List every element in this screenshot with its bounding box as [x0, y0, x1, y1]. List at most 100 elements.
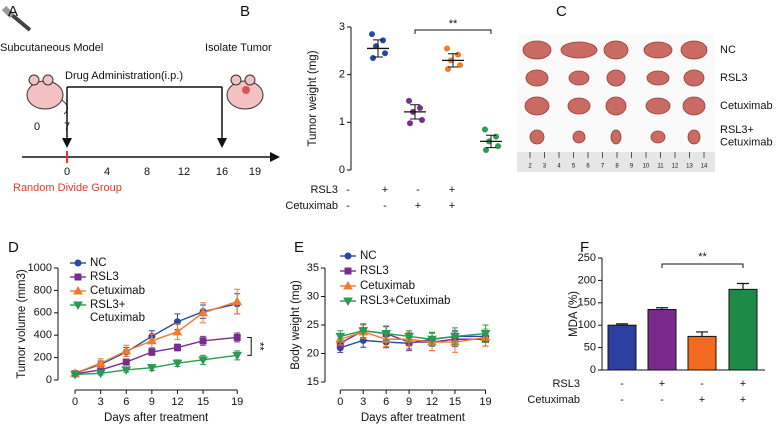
y-tick-label: 1000: [28, 262, 52, 274]
condition-sign: +: [415, 200, 421, 212]
marker: [148, 348, 156, 356]
x-tick-label: 0: [72, 396, 78, 408]
marker: [335, 332, 346, 342]
legend-marker: [74, 259, 82, 267]
legend-label: RSL3+Cetuximab: [90, 299, 145, 324]
significance-bracket: [414, 29, 492, 34]
marker: [147, 335, 157, 345]
mouse-ear: [28, 74, 40, 86]
panel-label: F: [580, 239, 589, 256]
dot: [382, 50, 388, 57]
y-tick-label: 35: [307, 262, 319, 274]
dot: [370, 54, 376, 61]
ruler-label: 12: [672, 164, 679, 170]
x-tick-label: 3: [360, 396, 366, 408]
condition-sign: -: [383, 200, 387, 212]
bar: [728, 288, 758, 371]
condition-sign: -: [660, 394, 664, 406]
x-tick-label: 12: [426, 396, 438, 408]
marker: [450, 332, 460, 342]
bar: [687, 335, 717, 371]
day-label: 7: [64, 121, 70, 133]
error-bar: [486, 134, 496, 149]
legend-label: Cetuximab: [360, 280, 415, 292]
legend-label: RSL3: [90, 271, 119, 283]
y-tick-label: 600: [34, 307, 52, 319]
dot: [406, 97, 412, 104]
marker: [95, 358, 106, 367]
marker: [147, 364, 157, 373]
tumor-photo: [605, 96, 627, 116]
ruler-label: 11: [657, 164, 664, 170]
tumor-photo: [650, 130, 666, 144]
marker: [172, 359, 183, 369]
condition-name: Cetuximab: [285, 200, 338, 212]
x-tick-label: 3: [98, 396, 104, 408]
legend-label: NC: [90, 257, 107, 269]
y-tick-label: 0: [339, 164, 345, 176]
dot: [417, 105, 423, 112]
x-tick-label: 6: [383, 396, 389, 408]
dot: [493, 133, 499, 140]
error-bar: [373, 39, 383, 58]
tumor-photo: [572, 130, 586, 144]
legend-marker: [343, 280, 353, 290]
annotation: **: [698, 251, 707, 263]
annotation: **: [253, 342, 265, 351]
y-tick-label: 50: [584, 342, 596, 354]
y-tick-label: 3: [339, 21, 345, 33]
mouse-ear: [42, 74, 54, 86]
day-label: 0: [64, 166, 70, 178]
legend-marker: [344, 267, 352, 275]
tumor-photo: [568, 70, 590, 86]
bar: [647, 309, 677, 371]
panel-a-drawing: [1, 5, 280, 163]
condition-sign: -: [346, 184, 350, 196]
y-tick-label: 2: [339, 69, 345, 81]
day-label: 8: [144, 166, 150, 178]
mouse-ear: [244, 74, 256, 86]
divide-label: Random Divide Group: [13, 182, 122, 194]
row-label: RSL3+ Cetuximab: [720, 124, 773, 149]
tumor-photo: [682, 96, 706, 116]
x-tick-label: 19: [231, 396, 243, 408]
marker: [199, 337, 207, 345]
legend-label: RSL3: [360, 265, 389, 277]
ruler-label: 9: [630, 164, 634, 170]
tumor-photo: [643, 41, 673, 59]
ruler-label: 14: [701, 164, 708, 170]
dot: [482, 126, 488, 133]
y-tick-label: 200: [34, 352, 52, 364]
error-bar: [696, 331, 708, 337]
condition-sign: -: [416, 184, 420, 196]
condition-sign: +: [382, 184, 388, 196]
legend-label: Cetuximab: [90, 285, 145, 297]
error-bar: [448, 53, 458, 68]
day-label: 0: [34, 121, 40, 133]
marker: [427, 335, 437, 345]
y-tick-label: 150: [578, 297, 596, 309]
arrowhead: [217, 138, 227, 148]
tumor-photo: [606, 69, 626, 87]
dot: [495, 143, 501, 150]
condition-name: RSL3: [310, 184, 338, 196]
dot: [407, 120, 413, 127]
day-label: 4: [104, 166, 110, 178]
y-axis-label: Body weight (mg): [290, 280, 302, 370]
legend-label: NC: [360, 250, 377, 262]
y-tick-label: 25: [307, 319, 319, 331]
condition-sign: -: [620, 394, 624, 406]
y-tick-label: 0: [590, 364, 596, 376]
tumor-photo: [560, 41, 598, 59]
marker: [173, 344, 181, 352]
tumor-photo: [683, 69, 705, 87]
y-tick-label: 800: [34, 284, 52, 296]
tumor-photo: [603, 40, 629, 60]
tumor-photo: [680, 40, 708, 60]
condition-name: Cetuximab: [527, 394, 580, 406]
panel-label: A: [8, 3, 18, 20]
tumor-photo: [567, 97, 591, 115]
ruler-label: 2: [528, 164, 532, 170]
tumor-photo: [646, 70, 670, 86]
mouse-ear: [230, 74, 242, 86]
